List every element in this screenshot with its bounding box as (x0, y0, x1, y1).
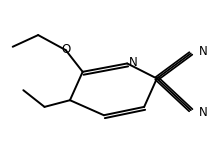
Text: O: O (61, 43, 70, 56)
Text: N: N (199, 106, 208, 119)
Text: N: N (129, 56, 138, 69)
Text: N: N (199, 45, 208, 58)
